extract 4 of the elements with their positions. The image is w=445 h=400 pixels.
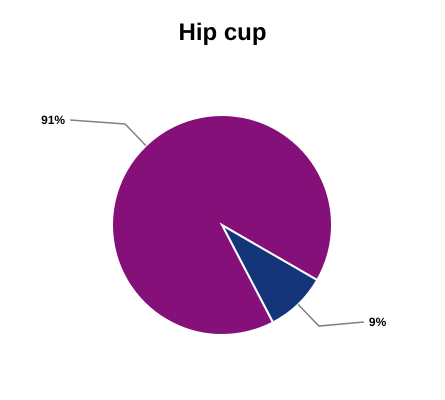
chart-title: Hip cup	[178, 19, 266, 46]
data-label: 91%	[41, 112, 66, 127]
data-label: 9%	[368, 315, 387, 330]
pie-slice	[111, 114, 333, 336]
